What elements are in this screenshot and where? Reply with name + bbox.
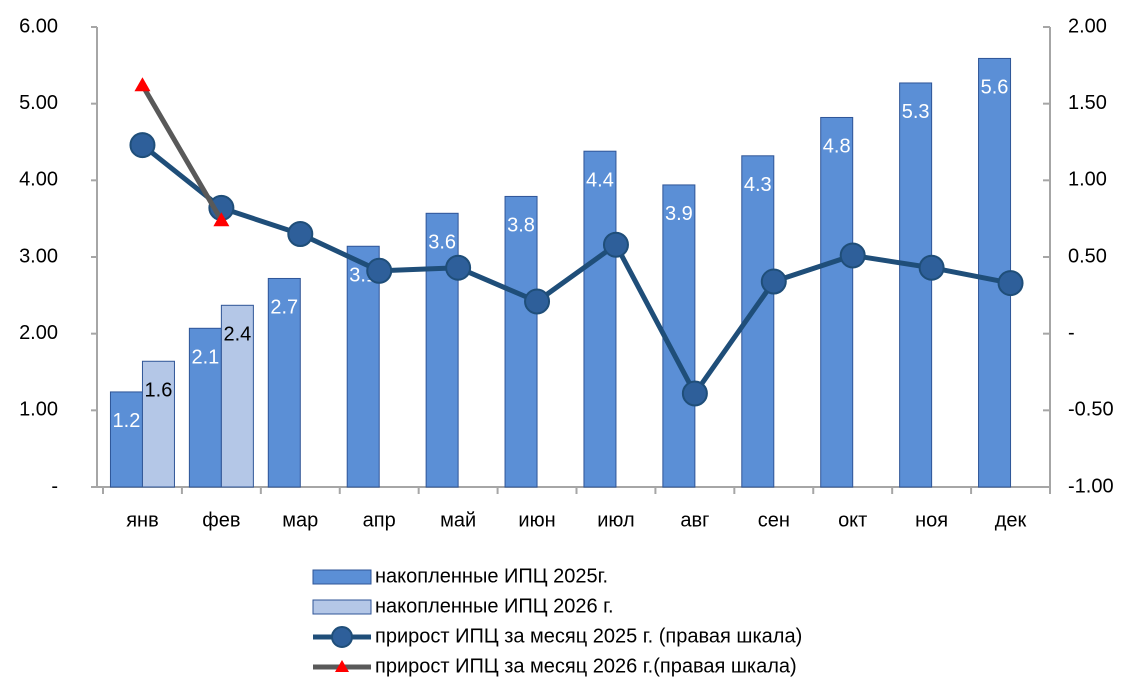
- marker: [524, 288, 551, 315]
- legend-marker: [335, 660, 349, 672]
- bar: [346, 245, 380, 488]
- marker: [129, 132, 156, 159]
- x-tick-label: дек: [995, 509, 1027, 531]
- bar: [820, 116, 854, 488]
- x-tick-label: апр: [363, 509, 396, 531]
- y-tick-label: -: [51, 475, 58, 497]
- marker: [760, 268, 787, 295]
- y2-tick-label: -1.00: [1068, 475, 1114, 497]
- x-tick-label: фев: [202, 509, 240, 531]
- y2-tick-label: 0.50: [1068, 245, 1107, 267]
- y-tick-label: 5.00: [19, 92, 58, 114]
- bar: [504, 195, 538, 488]
- data-label: 2.7: [270, 297, 298, 319]
- x-tick-label: сен: [758, 509, 790, 531]
- data-label: 4.4: [586, 169, 614, 191]
- y-tick-label: 2.00: [19, 322, 58, 344]
- marker: [445, 254, 472, 281]
- y-tick-label: 4.00: [19, 169, 58, 191]
- bar: [899, 82, 933, 488]
- bar: [109, 391, 143, 488]
- data-label: 5.3: [902, 101, 930, 123]
- y2-tick-label: -0.50: [1068, 399, 1114, 421]
- marker: [681, 380, 708, 407]
- data-label: 2.1: [191, 347, 219, 369]
- marker: [287, 221, 314, 247]
- marker: [602, 231, 629, 258]
- data-label: 4.3: [744, 174, 772, 196]
- legend-label: накопленные ИПЦ 2025г.: [375, 565, 608, 587]
- bar: [220, 304, 254, 488]
- x-tick-label: июн: [518, 509, 555, 531]
- legend-marker: [331, 626, 353, 648]
- y2-tick-label: 1.00: [1068, 169, 1107, 191]
- bar: [141, 360, 175, 488]
- y-tick-label: 3.00: [19, 245, 58, 267]
- x-tick-label: ноя: [915, 509, 948, 531]
- y2-tick-label: 2.00: [1068, 15, 1107, 37]
- marker: [997, 270, 1024, 297]
- y-tick-label: 1.00: [19, 399, 58, 421]
- data-label: 5.6: [981, 77, 1009, 99]
- y-tick-label: 6.00: [19, 15, 58, 37]
- x-tick-label: окт: [838, 509, 867, 531]
- legend-label: прирост ИПЦ за месяц 2026 г.(правая шкал…: [375, 655, 797, 677]
- y2-tick-label: 1.50: [1068, 92, 1107, 114]
- legend-label: накопленные ИПЦ 2026 г.: [375, 595, 614, 617]
- bar: [267, 277, 301, 488]
- y2-tick-label: -: [1068, 322, 1075, 344]
- marker: [918, 254, 945, 281]
- legend-swatch: [312, 569, 372, 585]
- data-label: 1.6: [145, 380, 173, 402]
- x-tick-label: май: [440, 509, 476, 531]
- marker: [366, 257, 393, 284]
- line: [140, 84, 224, 222]
- bar: [583, 150, 617, 488]
- data-label: 4.8: [823, 136, 851, 158]
- bar: [662, 184, 696, 488]
- data-label: 2.4: [223, 324, 251, 346]
- legend-swatch: [312, 599, 372, 615]
- data-label: 3.8: [507, 215, 535, 237]
- x-tick-label: июл: [597, 509, 634, 531]
- marker: [213, 212, 230, 227]
- data-label: 3.9: [665, 203, 693, 225]
- line: [140, 143, 1012, 396]
- x-tick-label: янв: [126, 509, 159, 531]
- marker: [839, 242, 866, 269]
- data-label: 3.6: [428, 232, 456, 254]
- x-tick-label: мар: [282, 509, 318, 531]
- x-tick-label: авг: [680, 509, 709, 531]
- bar: [425, 212, 459, 488]
- data-label: 1.2: [113, 410, 141, 432]
- marker: [134, 77, 151, 92]
- legend-label: прирост ИПЦ за месяц 2025 г. (правая шка…: [375, 625, 802, 647]
